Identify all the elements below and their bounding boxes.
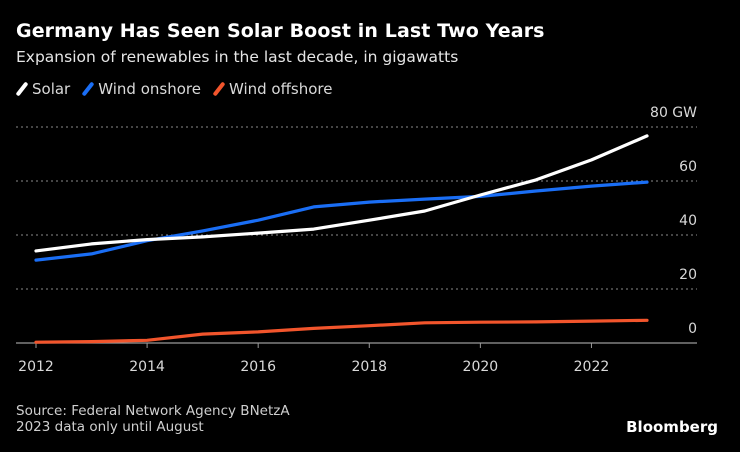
legend-label-wind-onshore: Wind onshore — [98, 80, 201, 98]
x-axis: 2012 2014 2016 2018 2020 2022 — [16, 342, 697, 375]
y-axis-ticks: 80 GW 60 40 20 0 — [650, 105, 697, 337]
series-line-solar — [34, 134, 649, 253]
y-tick-label: 0 — [688, 321, 697, 337]
data-note: 2023 data only until August — [16, 419, 204, 435]
y-tick-label: 20 — [679, 267, 697, 283]
y-tick-label: 60 — [679, 159, 697, 175]
x-tick-label: 2020 — [463, 359, 499, 375]
x-tick-label: 2016 — [240, 359, 276, 375]
legend-label-solar: Solar — [32, 80, 71, 98]
series-lines — [34, 134, 649, 344]
footer: Source: Federal Network Agency BNetzA 20… — [16, 403, 290, 435]
y-tick-label: 40 — [679, 213, 697, 229]
legend: Solar Wind onshore Wind offshore — [15, 80, 345, 98]
legend-label-wind-offshore: Wind offshore — [228, 80, 333, 98]
x-tick-label: 2014 — [129, 359, 165, 375]
legend-item-solar: Solar — [15, 80, 71, 98]
series-line-wind-onshore — [34, 180, 649, 262]
source-note: Source: Federal Network Agency BNetzA — [16, 403, 290, 419]
x-tick-label: 2018 — [351, 359, 387, 375]
gridlines — [16, 126, 697, 290]
legend-item-wind-offshore: Wind offshore — [212, 80, 333, 98]
bloomberg-logo: Bloomberg — [626, 418, 718, 436]
x-tick-label: 2022 — [574, 359, 610, 375]
series-line-wind-offshore — [34, 318, 649, 344]
y-tick-label: 80 GW — [650, 105, 697, 121]
legend-item-wind-onshore: Wind onshore — [81, 80, 201, 98]
chart-title: Germany Has Seen Solar Boost in Last Two… — [16, 20, 545, 42]
chart-subtitle: Expansion of renewables in the last deca… — [16, 48, 459, 66]
x-tick-label: 2012 — [18, 359, 54, 375]
